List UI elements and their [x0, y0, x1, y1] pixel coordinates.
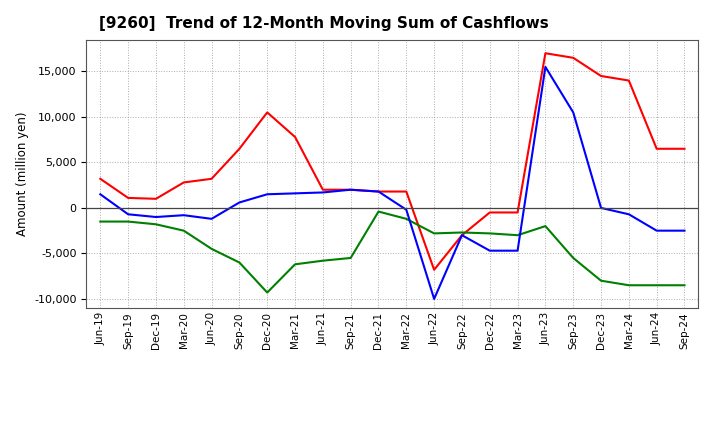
Free Cashflow [485, 248, 494, 253]
Free Cashflow [624, 212, 633, 217]
Investing Cashflow [96, 219, 104, 224]
Investing Cashflow [624, 282, 633, 288]
Investing Cashflow [513, 233, 522, 238]
Free Cashflow [152, 214, 161, 220]
Free Cashflow [513, 248, 522, 253]
Line: Free Cashflow: Free Cashflow [100, 67, 685, 299]
Free Cashflow [652, 228, 661, 233]
Investing Cashflow [179, 228, 188, 233]
Investing Cashflow [652, 282, 661, 288]
Operating Cashflow [152, 196, 161, 202]
Investing Cashflow [207, 246, 216, 252]
Operating Cashflow [124, 195, 132, 201]
Operating Cashflow [291, 134, 300, 139]
Operating Cashflow [96, 176, 104, 181]
Operating Cashflow [430, 267, 438, 272]
Operating Cashflow [179, 180, 188, 185]
Free Cashflow [207, 216, 216, 221]
Investing Cashflow [597, 278, 606, 283]
Operating Cashflow [458, 233, 467, 238]
Operating Cashflow [652, 146, 661, 151]
Free Cashflow [263, 192, 271, 197]
Operating Cashflow [624, 78, 633, 83]
Free Cashflow [569, 110, 577, 115]
Free Cashflow [235, 200, 243, 205]
Operating Cashflow [374, 189, 383, 194]
Free Cashflow [458, 233, 467, 238]
Free Cashflow [541, 64, 550, 70]
Free Cashflow [374, 189, 383, 194]
Investing Cashflow [680, 282, 689, 288]
Operating Cashflow [402, 189, 410, 194]
Y-axis label: Amount (million yen): Amount (million yen) [16, 112, 29, 236]
Free Cashflow [402, 207, 410, 213]
Investing Cashflow [124, 219, 132, 224]
Operating Cashflow [569, 55, 577, 60]
Operating Cashflow [597, 73, 606, 79]
Operating Cashflow [513, 210, 522, 215]
Free Cashflow [597, 205, 606, 211]
Operating Cashflow [263, 110, 271, 115]
Investing Cashflow [485, 231, 494, 236]
Line: Operating Cashflow: Operating Cashflow [100, 53, 685, 270]
Free Cashflow [318, 190, 327, 195]
Operating Cashflow [235, 146, 243, 151]
Free Cashflow [680, 228, 689, 233]
Investing Cashflow [152, 222, 161, 227]
Free Cashflow [291, 191, 300, 196]
Free Cashflow [96, 192, 104, 197]
Free Cashflow [179, 213, 188, 218]
Operating Cashflow [207, 176, 216, 181]
Investing Cashflow [263, 290, 271, 295]
Operating Cashflow [541, 51, 550, 56]
Operating Cashflow [346, 187, 355, 192]
Operating Cashflow [318, 187, 327, 192]
Investing Cashflow [430, 231, 438, 236]
Free Cashflow [346, 187, 355, 192]
Investing Cashflow [318, 258, 327, 263]
Text: [9260]  Trend of 12-Month Moving Sum of Cashflows: [9260] Trend of 12-Month Moving Sum of C… [99, 16, 549, 32]
Free Cashflow [430, 296, 438, 301]
Investing Cashflow [291, 262, 300, 267]
Free Cashflow [124, 212, 132, 217]
Operating Cashflow [485, 210, 494, 215]
Investing Cashflow [346, 255, 355, 260]
Investing Cashflow [569, 255, 577, 260]
Investing Cashflow [541, 224, 550, 229]
Investing Cashflow [235, 260, 243, 265]
Investing Cashflow [458, 230, 467, 235]
Investing Cashflow [374, 209, 383, 214]
Line: Investing Cashflow: Investing Cashflow [100, 212, 685, 293]
Investing Cashflow [402, 216, 410, 221]
Operating Cashflow [680, 146, 689, 151]
